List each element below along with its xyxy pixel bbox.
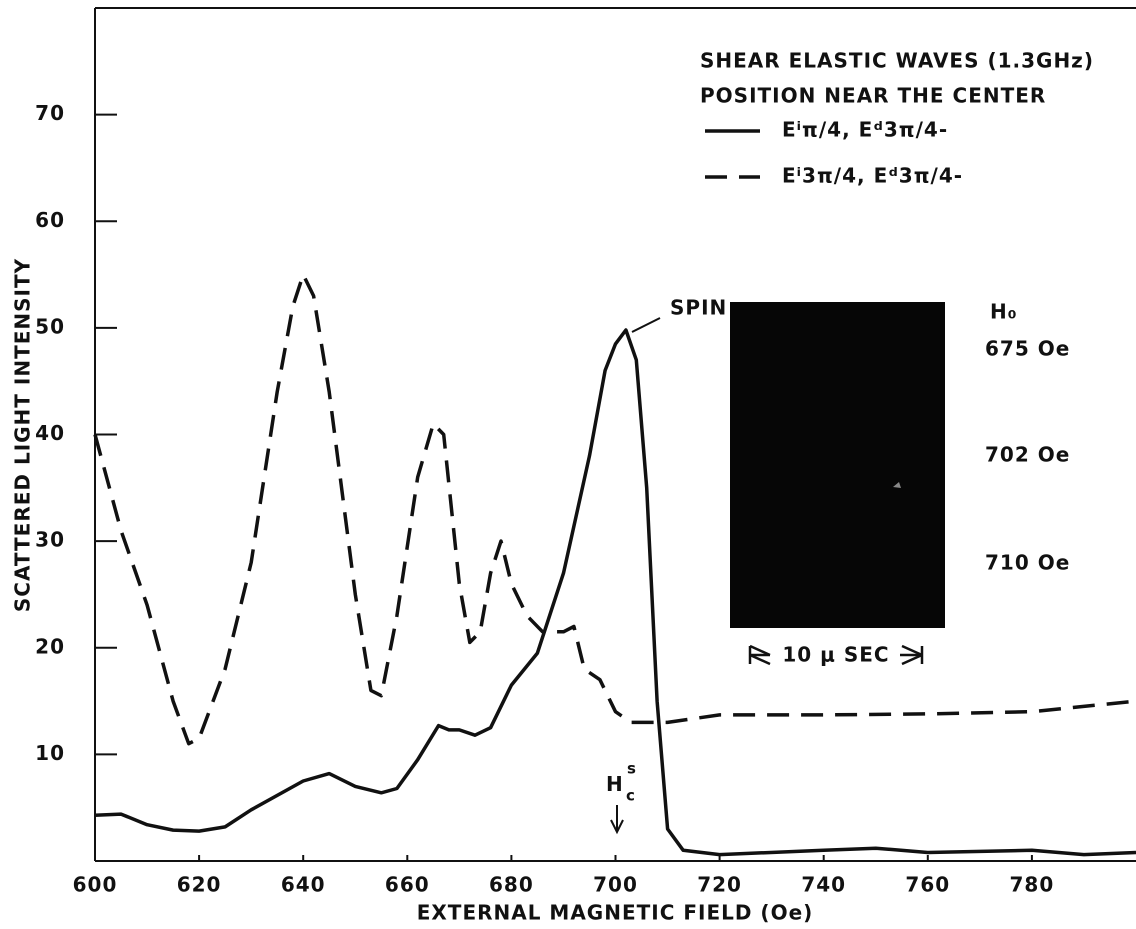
y-tick-label: 10 (35, 741, 65, 765)
inset-field: 702 Oe (985, 443, 1070, 467)
x-tick-label: 780 (1010, 873, 1055, 897)
inset-field-label: H₀ (990, 300, 1018, 324)
time-scale-bar (748, 644, 924, 666)
inset-field: 675 Oe (985, 337, 1070, 361)
x-axis-label: EXTERNAL MAGNETIC FIELD (Oe) (417, 901, 814, 925)
critical-field-annotation: H (606, 772, 624, 796)
inset-spot (893, 482, 901, 488)
x-tick-label: 740 (801, 873, 846, 897)
x-tick-label: 720 (697, 873, 742, 897)
legend-label: Eⁱ3π/4, Eᵈ3π/4- (782, 164, 963, 188)
critical-field-sub: c (626, 787, 636, 805)
x-tick-label: 600 (73, 873, 118, 897)
critical-field-sup: s (627, 760, 637, 778)
legend-label: Eⁱπ/4, Eᵈ3π/4- (782, 118, 948, 142)
spin-annotation: SPIN (670, 296, 727, 320)
spin-arrow (631, 317, 661, 333)
x-tick-label: 760 (905, 873, 950, 897)
legend-title: SHEAR ELASTIC WAVES (1.3GHz) (700, 49, 1094, 73)
x-tick-label: 660 (385, 873, 430, 897)
y-tick-label: 50 (35, 314, 65, 338)
y-tick-label: 70 (35, 101, 65, 125)
y-axis-label: SCATTERED LIGHT INTENSITY (11, 258, 35, 612)
x-tick-label: 620 (177, 873, 222, 897)
y-tick-label: 30 (35, 528, 65, 552)
inset-field: 710 Oe (985, 551, 1070, 575)
data-line (93, 272, 1136, 746)
y-tick-label: 40 (35, 421, 65, 445)
data-line (94, 328, 1136, 857)
x-tick-label: 640 (281, 873, 326, 897)
inset-oscillogram (730, 302, 945, 628)
legend-title: POSITION NEAR THE CENTER (700, 84, 1046, 108)
time-scale-label: 10 μ SEC (782, 643, 889, 667)
x-tick-label: 700 (593, 873, 638, 897)
critical-field-arrow (610, 805, 624, 835)
y-tick-label: 60 (35, 208, 65, 232)
y-tick-label: 20 (35, 634, 65, 658)
x-tick-label: 680 (489, 873, 534, 897)
